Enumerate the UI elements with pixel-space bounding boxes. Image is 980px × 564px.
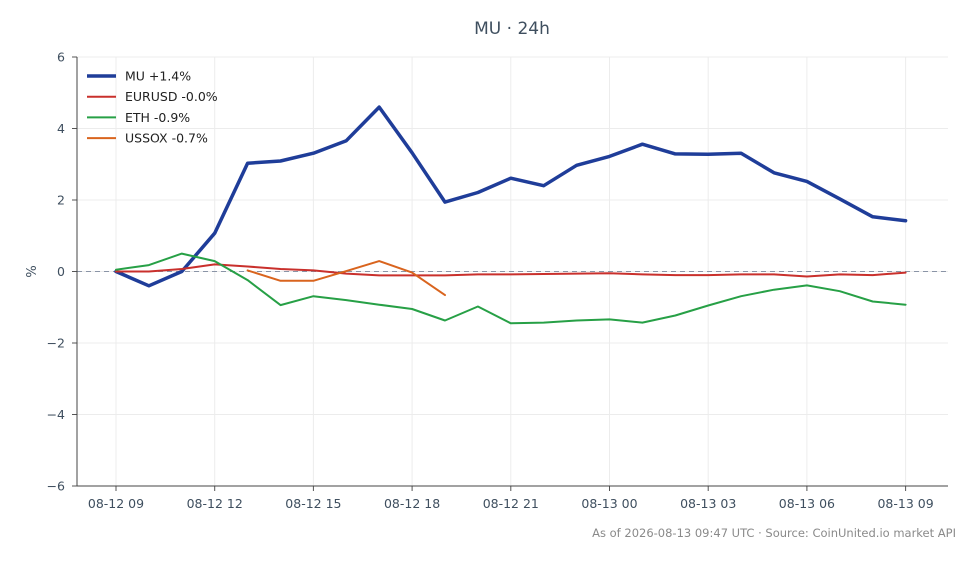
- x-tick-label: 08-13 03: [680, 496, 736, 511]
- x-tick-label: 08-12 18: [384, 496, 440, 511]
- y-tick-label: −2: [47, 336, 65, 351]
- series-line-0: [114, 105, 908, 288]
- y-tick-label: 6: [57, 50, 65, 65]
- legend-label-1: EURUSD -0.0%: [125, 89, 218, 104]
- axes: 08-12 09 08-12 12 08-12 15 08-12 18 08-12 21…: [25, 50, 948, 511]
- series-line-1: [115, 263, 907, 278]
- legend-label-0: MU +1.4%: [125, 69, 191, 84]
- y-tick-label: 4: [57, 121, 65, 136]
- legend-label-3: USSOX -0.7%: [125, 131, 208, 146]
- y-axis-label: %: [25, 265, 40, 277]
- x-tick-label: 08-12 21: [483, 496, 539, 511]
- chart-title: MU · 24h: [474, 19, 550, 39]
- legend-label-2: ETH -0.9%: [125, 110, 190, 125]
- x-tick-label: 08-12 09: [88, 496, 144, 511]
- x-tick-label: 08-13 00: [581, 496, 637, 511]
- y-tick-label: −6: [47, 479, 65, 494]
- y-tick-label: 2: [57, 193, 65, 208]
- series-line-3: [246, 260, 446, 297]
- grid: [77, 56, 948, 487]
- x-tick-label: 08-12 15: [285, 496, 341, 511]
- series-lines: [114, 105, 908, 325]
- source-footer: As of 2026-08-13 09:47 UTC · Source: Coi…: [592, 526, 956, 540]
- y-tick-label: −4: [47, 407, 65, 422]
- x-tick-label: 08-13 09: [877, 496, 933, 511]
- x-tick-label: 08-12 12: [187, 496, 243, 511]
- series-line-2: [115, 252, 907, 325]
- x-tick-label: 08-13 06: [779, 496, 835, 511]
- legend: MU +1.4% EURUSD -0.0% ETH -0.9% USSOX -0.7%: [87, 69, 218, 146]
- y-tick-label: 0: [57, 264, 65, 279]
